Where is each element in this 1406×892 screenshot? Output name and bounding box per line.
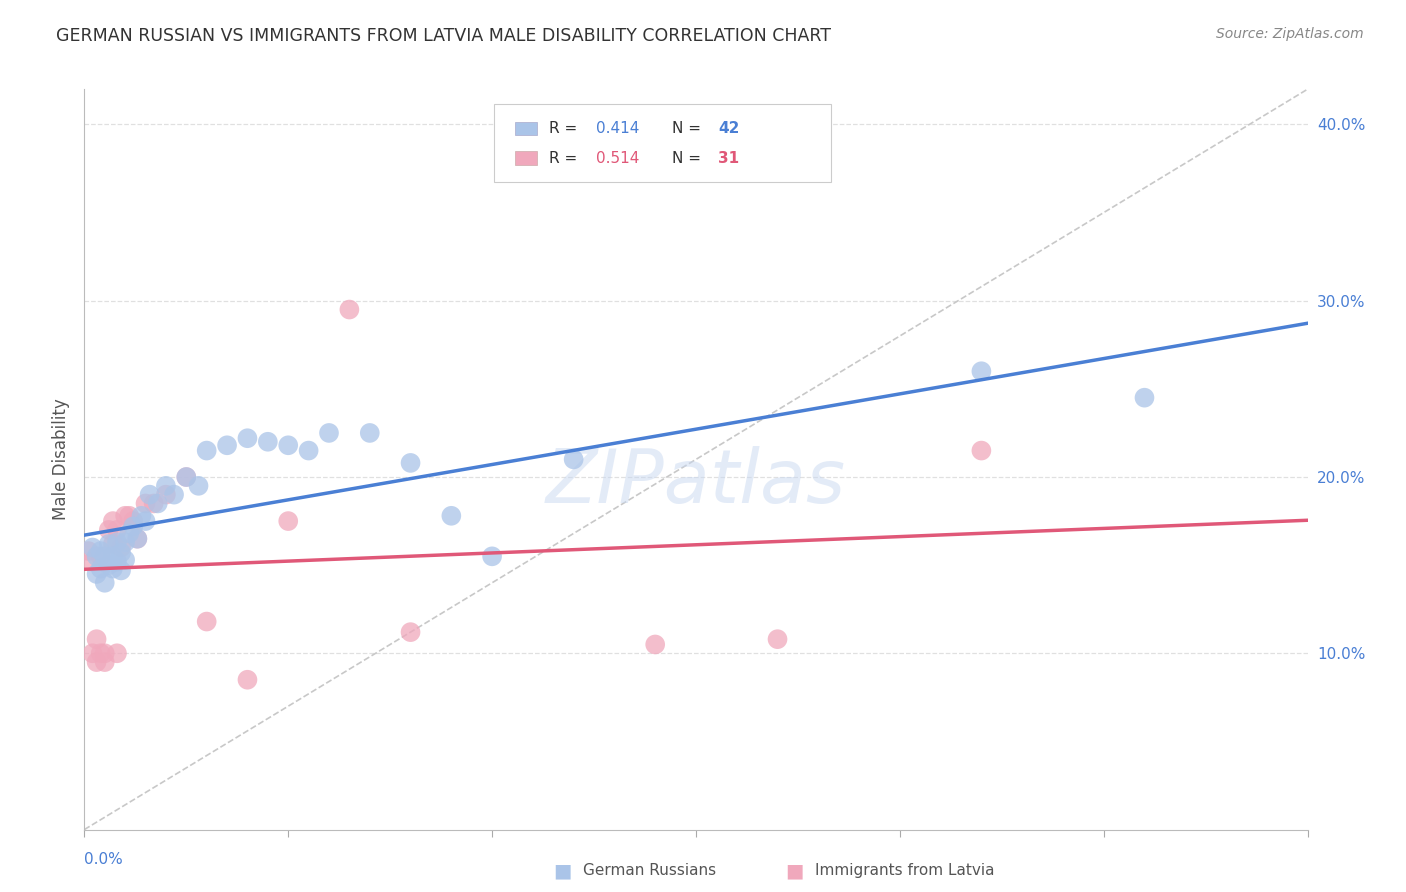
Point <box>86 655 108 669</box>
Text: 31: 31 <box>718 151 740 166</box>
Point <box>562 452 585 467</box>
FancyBboxPatch shape <box>515 152 537 165</box>
Point <box>101 562 124 576</box>
Point <box>766 632 789 647</box>
Point <box>90 544 112 558</box>
Point <box>101 549 124 564</box>
Point <box>318 425 340 440</box>
Point <box>195 615 218 629</box>
Point <box>195 443 218 458</box>
Point <box>339 302 361 317</box>
Point <box>174 470 197 484</box>
Text: German Russians: German Russians <box>583 863 717 878</box>
Point <box>97 558 120 573</box>
Point <box>155 488 177 502</box>
Point <box>105 523 128 537</box>
Point <box>114 535 136 549</box>
Text: ■: ■ <box>785 861 804 880</box>
Point <box>1133 391 1156 405</box>
Point <box>236 431 259 445</box>
Point <box>86 549 108 564</box>
Point <box>118 526 141 541</box>
Point <box>236 673 259 687</box>
Point <box>82 555 104 569</box>
Point <box>93 575 115 590</box>
Point <box>101 537 124 551</box>
Text: R =: R = <box>550 151 582 166</box>
Point <box>163 488 186 502</box>
Point <box>277 514 299 528</box>
Point <box>399 456 422 470</box>
Point <box>359 425 381 440</box>
Point <box>440 508 463 523</box>
Point <box>118 508 141 523</box>
Point <box>146 496 169 510</box>
Point <box>82 646 104 660</box>
Point <box>105 555 128 569</box>
Point <box>187 479 209 493</box>
Text: Immigrants from Latvia: Immigrants from Latvia <box>815 863 995 878</box>
Point <box>114 553 136 567</box>
Point <box>77 544 100 558</box>
Text: R =: R = <box>550 121 582 136</box>
Point <box>110 541 132 555</box>
Point <box>131 508 153 523</box>
Text: Source: ZipAtlas.com: Source: ZipAtlas.com <box>1216 27 1364 41</box>
Point <box>277 438 299 452</box>
Text: 0.514: 0.514 <box>596 151 640 166</box>
Point <box>127 532 149 546</box>
Point <box>90 646 112 660</box>
Point <box>155 479 177 493</box>
Point <box>93 655 115 669</box>
Point <box>101 514 124 528</box>
Point <box>142 496 165 510</box>
Point <box>399 625 422 640</box>
Point <box>93 646 115 660</box>
Point <box>970 364 993 378</box>
Text: ■: ■ <box>553 861 572 880</box>
Point <box>138 488 160 502</box>
Point <box>86 632 108 647</box>
Point <box>970 443 993 458</box>
Point <box>298 443 321 458</box>
Text: GERMAN RUSSIAN VS IMMIGRANTS FROM LATVIA MALE DISABILITY CORRELATION CHART: GERMAN RUSSIAN VS IMMIGRANTS FROM LATVIA… <box>56 27 831 45</box>
Point <box>135 514 157 528</box>
Text: 42: 42 <box>718 121 740 136</box>
Point <box>217 438 239 452</box>
Point <box>93 549 115 564</box>
Text: N =: N = <box>672 121 706 136</box>
Point <box>90 549 112 564</box>
Point <box>110 564 132 578</box>
Point <box>257 434 280 449</box>
Point <box>114 508 136 523</box>
Point <box>86 566 108 581</box>
Text: 0.414: 0.414 <box>596 121 640 136</box>
Point <box>644 637 666 651</box>
Text: N =: N = <box>672 151 706 166</box>
Point <box>97 523 120 537</box>
Point <box>481 549 503 564</box>
Point <box>105 646 128 660</box>
Point <box>105 535 128 549</box>
FancyBboxPatch shape <box>515 122 537 135</box>
Text: 0.0%: 0.0% <box>84 852 124 867</box>
Point <box>122 514 145 528</box>
Point <box>82 541 104 555</box>
Point <box>135 496 157 510</box>
Text: ZIPatlas: ZIPatlas <box>546 446 846 517</box>
Point <box>174 470 197 484</box>
Y-axis label: Male Disability: Male Disability <box>52 399 70 520</box>
Point <box>127 532 149 546</box>
Point <box>90 562 112 576</box>
FancyBboxPatch shape <box>494 104 831 182</box>
Point <box>122 519 145 533</box>
Point <box>110 546 132 560</box>
Point <box>97 537 120 551</box>
